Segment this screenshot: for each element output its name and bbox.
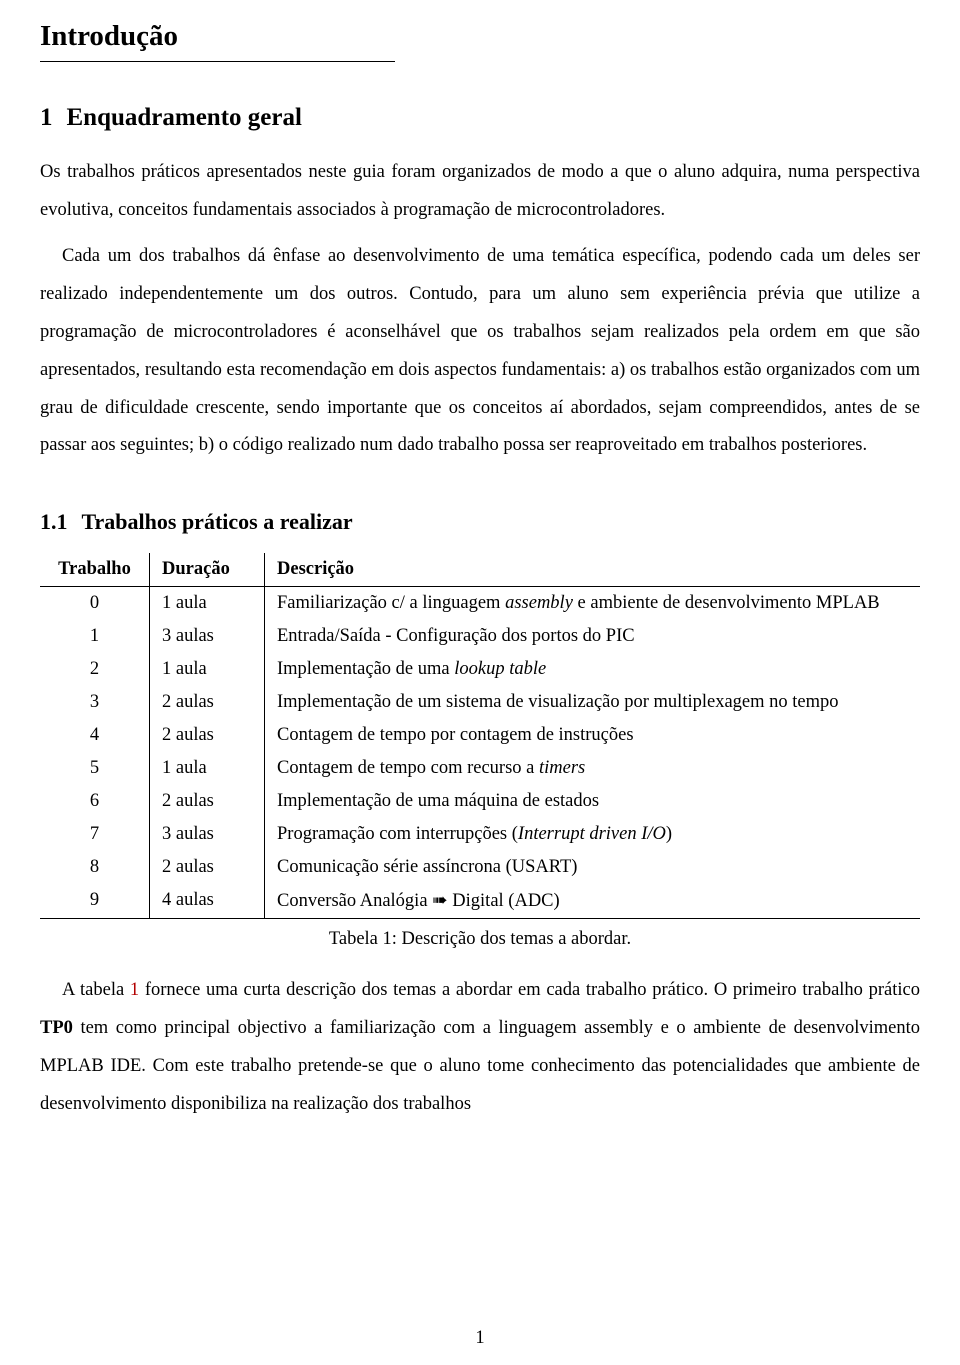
cell-duracao: 1 aula [150, 752, 265, 785]
table-row: 01 aulaFamiliarização c/ a linguagem ass… [40, 587, 920, 621]
cell-descricao: Implementação de uma máquina de estados [265, 785, 921, 818]
cell-trabalho: 3 [40, 686, 150, 719]
intro-paragraph: Os trabalhos práticos apresentados neste… [40, 154, 920, 230]
table-row: 82 aulasComunicação série assíncrona (US… [40, 851, 920, 884]
page: Introdução 1 Enquadramento geral Os traba… [0, 0, 960, 1365]
table-row: 73 aulasProgramação com interrupções (In… [40, 818, 920, 851]
cell-descricao: Programação com interrupções (Interrupt … [265, 818, 921, 851]
cell-trabalho: 8 [40, 851, 150, 884]
cell-trabalho: 1 [40, 620, 150, 653]
closing-paragraph: A tabela 1 fornece uma curta descrição d… [40, 972, 920, 1124]
table-row: 51 aulaContagem de tempo com recurso a t… [40, 752, 920, 785]
cell-descricao: Contagem de tempo com recurso a timers [265, 752, 921, 785]
cell-trabalho: 6 [40, 785, 150, 818]
section-heading: 1 Enquadramento geral [40, 104, 920, 132]
page-number: 1 [0, 1328, 960, 1349]
cell-duracao: 1 aula [150, 653, 265, 686]
paragraph-text: fornece uma curta descrição dos temas a … [139, 980, 920, 1000]
intro-paragraph-cont: Cada um dos trabalhos dá ênfase ao desen… [40, 238, 920, 466]
paragraph-text: Os trabalhos práticos apresentados neste… [40, 162, 920, 220]
table-row: 62 aulasImplementação de uma máquina de … [40, 785, 920, 818]
table-row: 42 aulasContagem de tempo por contagem d… [40, 719, 920, 752]
subsection-title: Trabalhos práticos a realizar [82, 509, 353, 534]
paragraph-text: tem como principal objectivo a familiari… [40, 1018, 920, 1114]
col-header-duracao: Duração [150, 553, 265, 587]
table-row: 21 aulaImplementação de uma lookup table [40, 653, 920, 686]
col-header-descricao: Descrição [265, 553, 921, 587]
paragraph-text: Cada um dos trabalhos dá ênfase ao desen… [40, 246, 920, 456]
cell-descricao: Implementação de um sistema de visualiza… [265, 686, 921, 719]
table-row: 13 aulasEntrada/Saída - Configuração dos… [40, 620, 920, 653]
cell-duracao: 2 aulas [150, 851, 265, 884]
cell-duracao: 4 aulas [150, 884, 265, 919]
cell-trabalho: 5 [40, 752, 150, 785]
cell-duracao: 2 aulas [150, 686, 265, 719]
document-title: Introdução [40, 20, 395, 62]
table-row: 94 aulasConversão Analógia ➠ Digital (AD… [40, 884, 920, 919]
cell-duracao: 3 aulas [150, 818, 265, 851]
paragraph-text: A tabela [62, 980, 130, 1000]
cell-descricao: Familiarização c/ a linguagem assembly e… [265, 587, 921, 621]
cell-duracao: 1 aula [150, 587, 265, 621]
subsection-heading: 1.1 Trabalhos práticos a realizar [40, 509, 920, 535]
cell-descricao: Contagem de tempo por contagem de instru… [265, 719, 921, 752]
cell-descricao: Comunicação série assíncrona (USART) [265, 851, 921, 884]
table-header-row: Trabalho Duração Descrição [40, 553, 920, 587]
table-row: 32 aulasImplementação de um sistema de v… [40, 686, 920, 719]
cell-duracao: 3 aulas [150, 620, 265, 653]
col-header-trabalho: Trabalho [40, 553, 150, 587]
cell-duracao: 2 aulas [150, 785, 265, 818]
section-title: Enquadramento geral [67, 104, 302, 131]
trabalhos-table: Trabalho Duração Descrição 01 aulaFamili… [40, 553, 920, 919]
cell-trabalho: 4 [40, 719, 150, 752]
table-caption: Tabela 1: Descrição dos temas a abordar. [40, 929, 920, 950]
cell-duracao: 2 aulas [150, 719, 265, 752]
cell-trabalho: 2 [40, 653, 150, 686]
cell-trabalho: 7 [40, 818, 150, 851]
section-number: 1 [40, 104, 53, 131]
cell-trabalho: 0 [40, 587, 150, 621]
cell-trabalho: 9 [40, 884, 150, 919]
cell-descricao: Conversão Analógia ➠ Digital (ADC) [265, 884, 921, 919]
subsection-number: 1.1 [40, 509, 68, 534]
cell-descricao: Entrada/Saída - Configuração dos portos … [265, 620, 921, 653]
bold-label: TP0 [40, 1018, 73, 1038]
table-reference-link[interactable]: 1 [130, 980, 139, 1000]
cell-descricao: Implementação de uma lookup table [265, 653, 921, 686]
